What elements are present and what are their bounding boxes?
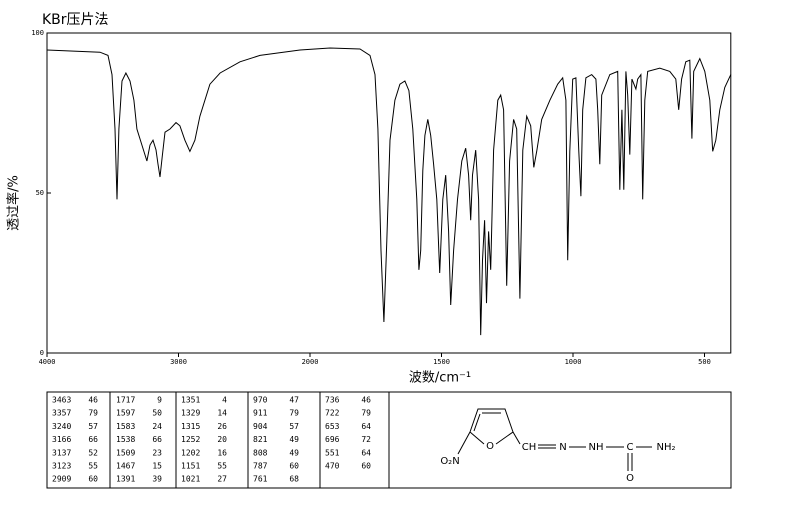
peak-wavenumber: 808 xyxy=(253,448,268,457)
peak-wavenumber: 551 xyxy=(325,448,340,457)
peak-wavenumber: 736 xyxy=(325,396,340,405)
peak-wavenumber: 3357 xyxy=(52,409,71,418)
peak-transmittance: 55 xyxy=(217,462,227,471)
peak-wavenumber: 904 xyxy=(253,422,268,431)
peak-transmittance: 64 xyxy=(361,422,371,431)
peak-wavenumber: 2909 xyxy=(52,475,71,484)
peak-transmittance: 72 xyxy=(361,435,371,444)
x-tick-label: 1500 xyxy=(433,358,450,366)
n-label: N xyxy=(559,442,566,453)
y-tick-label: 100 xyxy=(31,29,44,37)
peak-transmittance: 49 xyxy=(289,448,299,457)
peak-wavenumber: 470 xyxy=(325,462,340,471)
peak-transmittance: 50 xyxy=(152,409,162,418)
peak-transmittance: 20 xyxy=(217,435,227,444)
peak-transmittance: 47 xyxy=(289,396,299,405)
peak-transmittance: 55 xyxy=(88,462,98,471)
peak-transmittance: 60 xyxy=(88,475,98,484)
peak-transmittance: 68 xyxy=(289,475,299,484)
carbonyl-oxygen: O xyxy=(626,473,634,484)
peak-transmittance: 57 xyxy=(88,422,98,431)
peak-transmittance: 16 xyxy=(217,448,227,457)
c-label: C xyxy=(627,442,634,453)
x-tick-label: 3000 xyxy=(170,358,187,366)
peak-wavenumber: 1583 xyxy=(116,422,135,431)
structure-bonds xyxy=(457,408,652,471)
peak-transmittance: 39 xyxy=(152,475,162,484)
peak-transmittance: 66 xyxy=(152,435,162,444)
peak-wavenumber: 821 xyxy=(253,435,268,444)
x-tick-label: 500 xyxy=(698,358,711,366)
peak-transmittance: 46 xyxy=(361,396,371,405)
plot-frame xyxy=(46,32,732,354)
x-axis-label: 波数/cm⁻¹ xyxy=(409,371,471,386)
peak-wavenumber: 1021 xyxy=(181,475,200,484)
chart-title: KBr压片法 xyxy=(42,12,109,28)
peak-wavenumber: 1467 xyxy=(116,462,135,471)
peak-transmittance: 27 xyxy=(217,475,227,484)
peak-transmittance: 66 xyxy=(88,435,98,444)
peak-transmittance: 9 xyxy=(157,396,162,405)
peak-wavenumber: 3166 xyxy=(52,435,71,444)
peak-transmittance: 79 xyxy=(289,409,299,418)
peak-transmittance: 49 xyxy=(289,435,299,444)
peak-wavenumber: 722 xyxy=(325,409,340,418)
peak-wavenumber: 1597 xyxy=(116,409,135,418)
y-axis-label: 透过率/% xyxy=(6,175,22,231)
peak-wavenumber: 1717 xyxy=(116,396,135,405)
spectrum-line xyxy=(46,47,732,336)
peak-wavenumber: 1252 xyxy=(181,435,200,444)
peak-wavenumber: 696 xyxy=(325,435,340,444)
peak-transmittance: 64 xyxy=(361,448,371,457)
nh-label: NH xyxy=(589,442,604,453)
peak-wavenumber: 3463 xyxy=(52,396,71,405)
x-tick-label: 4000 xyxy=(39,358,56,366)
peak-transmittance: 60 xyxy=(361,462,371,471)
peak-transmittance: 23 xyxy=(152,448,162,457)
y-tick-label: 50 xyxy=(36,189,44,197)
peak-transmittance: 14 xyxy=(217,409,227,418)
peak-wavenumber: 761 xyxy=(253,475,268,484)
ch-label: CH xyxy=(522,442,537,453)
peak-wavenumber: 653 xyxy=(325,422,340,431)
peak-wavenumber: 1315 xyxy=(181,422,200,431)
peak-wavenumber: 1391 xyxy=(116,475,135,484)
peak-wavenumber: 1351 xyxy=(181,396,200,405)
table-dividers xyxy=(109,392,390,488)
nitro-label: O₂N xyxy=(440,456,459,467)
peak-wavenumber: 1538 xyxy=(116,435,135,444)
peak-transmittance: 79 xyxy=(361,409,371,418)
peak-transmittance: 4 xyxy=(222,396,227,405)
x-tick-label: 2000 xyxy=(302,358,319,366)
peak-transmittance: 60 xyxy=(289,462,299,471)
peak-wavenumber: 787 xyxy=(253,462,268,471)
peak-wavenumber: 970 xyxy=(253,396,268,405)
peak-transmittance: 26 xyxy=(217,422,227,431)
peak-transmittance: 52 xyxy=(88,448,98,457)
peak-wavenumber: 1509 xyxy=(116,448,135,457)
nh2-label: NH₂ xyxy=(656,442,675,453)
peak-transmittance: 15 xyxy=(152,462,162,471)
peak-wavenumber: 3137 xyxy=(52,448,71,457)
peak-wavenumber: 1329 xyxy=(181,409,200,418)
peak-wavenumber: 1151 xyxy=(181,462,200,471)
peak-wavenumber: 1202 xyxy=(181,448,200,457)
peak-transmittance: 46 xyxy=(88,396,98,405)
x-tick-label: 1000 xyxy=(565,358,582,366)
peak-wavenumber: 911 xyxy=(253,409,268,418)
peak-wavenumber: 3123 xyxy=(52,462,71,471)
peak-transmittance: 24 xyxy=(152,422,162,431)
peak-transmittance: 57 xyxy=(289,422,299,431)
peak-transmittance: 79 xyxy=(88,409,98,418)
ring-oxygen: O xyxy=(486,441,494,452)
y-tick-label: 0 xyxy=(40,349,44,357)
peak-wavenumber: 3240 xyxy=(52,422,71,431)
